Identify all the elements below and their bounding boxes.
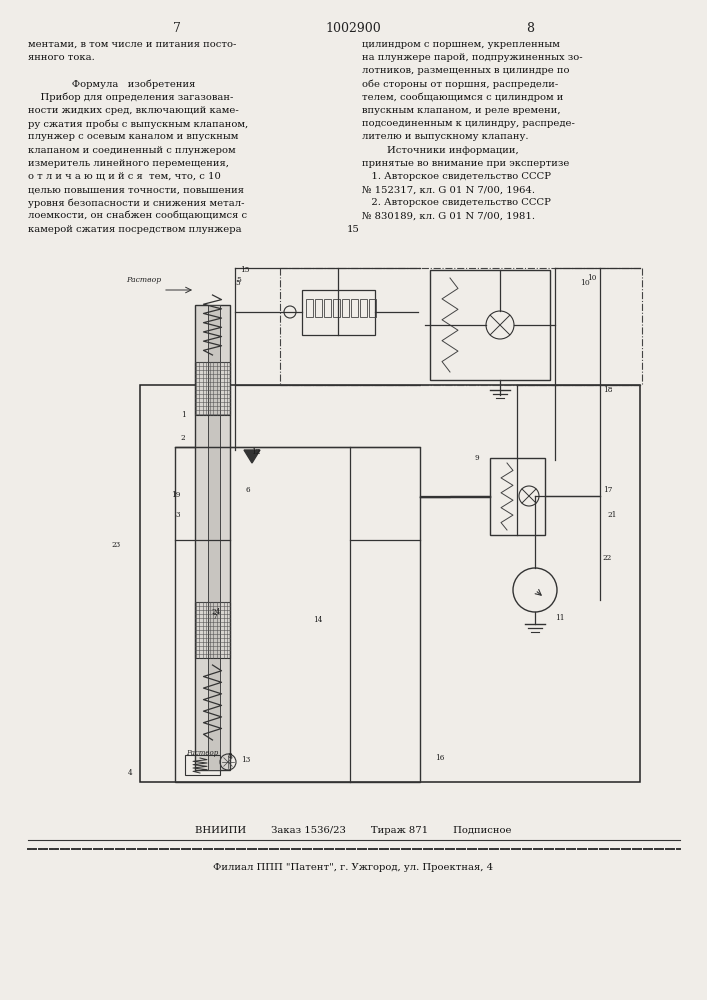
Text: Филиал ППП "Патент", г. Ужгород, ул. Проектная, 4: Филиал ППП "Патент", г. Ужгород, ул. Про… xyxy=(213,863,493,872)
Text: 7: 7 xyxy=(173,22,181,35)
Text: ности жидких сред, включающий каме-: ности жидких сред, включающий каме- xyxy=(28,106,239,115)
Bar xyxy=(490,458,545,535)
Text: 2. Авторское свидетельство СССР: 2. Авторское свидетельство СССР xyxy=(362,198,551,207)
Bar xyxy=(430,270,550,380)
Text: плунжер с осевым каналом и впускным: плунжер с осевым каналом и впускным xyxy=(28,132,238,141)
Bar xyxy=(315,299,322,317)
Bar xyxy=(140,385,640,782)
Bar xyxy=(195,305,230,770)
Text: Раствор: Раствор xyxy=(126,276,161,284)
Text: телем, сообщающимся с цилиндром и: телем, сообщающимся с цилиндром и xyxy=(362,93,563,102)
Text: Раствор: Раствор xyxy=(186,749,218,757)
Text: 23: 23 xyxy=(112,541,121,549)
Text: 7: 7 xyxy=(213,613,217,621)
Text: 19: 19 xyxy=(171,491,181,499)
Text: 10: 10 xyxy=(588,274,597,282)
Text: ВНИИПИ        Заказ 1536/23        Тираж 871        Подписное: ВНИИПИ Заказ 1536/23 Тираж 871 Подписное xyxy=(194,826,511,835)
Text: 6: 6 xyxy=(246,486,250,494)
Text: 15: 15 xyxy=(240,266,250,274)
Bar xyxy=(302,290,375,335)
Text: Прибор для определения загазован-: Прибор для определения загазован- xyxy=(28,93,233,102)
Bar xyxy=(306,299,313,317)
Bar xyxy=(195,362,230,415)
Text: 1: 1 xyxy=(180,411,185,419)
Bar xyxy=(324,299,331,317)
Text: 5: 5 xyxy=(236,276,241,284)
Text: 11: 11 xyxy=(555,614,565,622)
Text: целью повышения точности, повышения: целью повышения точности, повышения xyxy=(28,185,244,194)
Text: 1002900: 1002900 xyxy=(325,22,381,35)
Text: 14: 14 xyxy=(313,616,322,624)
Text: лоемкости, он снабжен сообщающимся с: лоемкости, он снабжен сообщающимся с xyxy=(28,212,247,221)
Text: уровня безопасности и снижения метал-: уровня безопасности и снижения метал- xyxy=(28,198,245,208)
Text: 1. Авторское свидетельство СССР: 1. Авторское свидетельство СССР xyxy=(362,172,551,181)
Text: № 830189, кл. G 01 N 7/00, 1981.: № 830189, кл. G 01 N 7/00, 1981. xyxy=(362,212,535,221)
Text: ру сжатия пробы с выпускным клапаном,: ру сжатия пробы с выпускным клапаном, xyxy=(28,119,248,129)
Text: Источники информации,: Источники информации, xyxy=(362,146,519,155)
Bar xyxy=(185,755,220,775)
Text: обе стороны от поршня, распредели-: обе стороны от поршня, распредели- xyxy=(362,80,559,89)
Text: 13: 13 xyxy=(241,756,250,764)
Text: камерой сжатия посредством плунжера: камерой сжатия посредством плунжера xyxy=(28,225,242,234)
Text: лотников, размещенных в цилиндре по: лотников, размещенных в цилиндре по xyxy=(362,66,570,75)
Bar xyxy=(342,299,349,317)
Text: 3: 3 xyxy=(176,511,180,519)
Text: 9: 9 xyxy=(474,454,479,462)
Bar xyxy=(360,299,367,317)
Text: ментами, в том числе и питания посто-: ментами, в том числе и питания посто- xyxy=(28,40,236,49)
Text: № 152317, кл. G 01 N 7/00, 1964.: № 152317, кл. G 01 N 7/00, 1964. xyxy=(362,185,535,194)
Polygon shape xyxy=(244,450,260,463)
Bar xyxy=(208,305,220,770)
Text: янного тока.: янного тока. xyxy=(28,53,95,62)
Bar xyxy=(369,299,376,317)
Text: принятые во внимание при экспертизе: принятые во внимание при экспертизе xyxy=(362,159,569,168)
Text: 24: 24 xyxy=(211,608,221,616)
Text: лителю и выпускному клапану.: лителю и выпускному клапану. xyxy=(362,132,529,141)
Bar xyxy=(195,602,230,658)
Bar xyxy=(351,299,358,317)
Text: впускным клапаном, и реле времени,: впускным клапаном, и реле времени, xyxy=(362,106,561,115)
Bar xyxy=(175,447,420,782)
Text: 16: 16 xyxy=(436,754,445,762)
Text: 21: 21 xyxy=(607,511,617,519)
Text: 18: 18 xyxy=(603,386,613,394)
Text: 22: 22 xyxy=(602,554,612,562)
Text: 12: 12 xyxy=(251,448,261,456)
Text: 8: 8 xyxy=(228,752,233,760)
Text: подсоединенным к цилиндру, распреде-: подсоединенным к цилиндру, распреде- xyxy=(362,119,575,128)
Text: клапаном и соединенный с плунжером: клапаном и соединенный с плунжером xyxy=(28,146,235,155)
Text: 15: 15 xyxy=(346,225,359,234)
Text: на плунжере парой, подпружиненных зо-: на плунжере парой, подпружиненных зо- xyxy=(362,53,583,62)
Text: 4: 4 xyxy=(128,769,132,777)
Text: 5: 5 xyxy=(235,279,240,287)
Text: 8: 8 xyxy=(526,22,534,35)
Text: о т л и ч а ю щ и й с я  тем, что, с 10: о т л и ч а ю щ и й с я тем, что, с 10 xyxy=(28,172,221,181)
Text: цилиндром с поршнем, укрепленным: цилиндром с поршнем, укрепленным xyxy=(362,40,560,49)
Text: Формула   изобретения: Формула изобретения xyxy=(28,80,195,89)
Text: 2: 2 xyxy=(181,434,185,442)
Text: 10: 10 xyxy=(580,279,590,287)
Bar xyxy=(333,299,340,317)
Text: измеритель линейного перемещения,: измеритель линейного перемещения, xyxy=(28,159,229,168)
Text: 17: 17 xyxy=(603,486,613,494)
